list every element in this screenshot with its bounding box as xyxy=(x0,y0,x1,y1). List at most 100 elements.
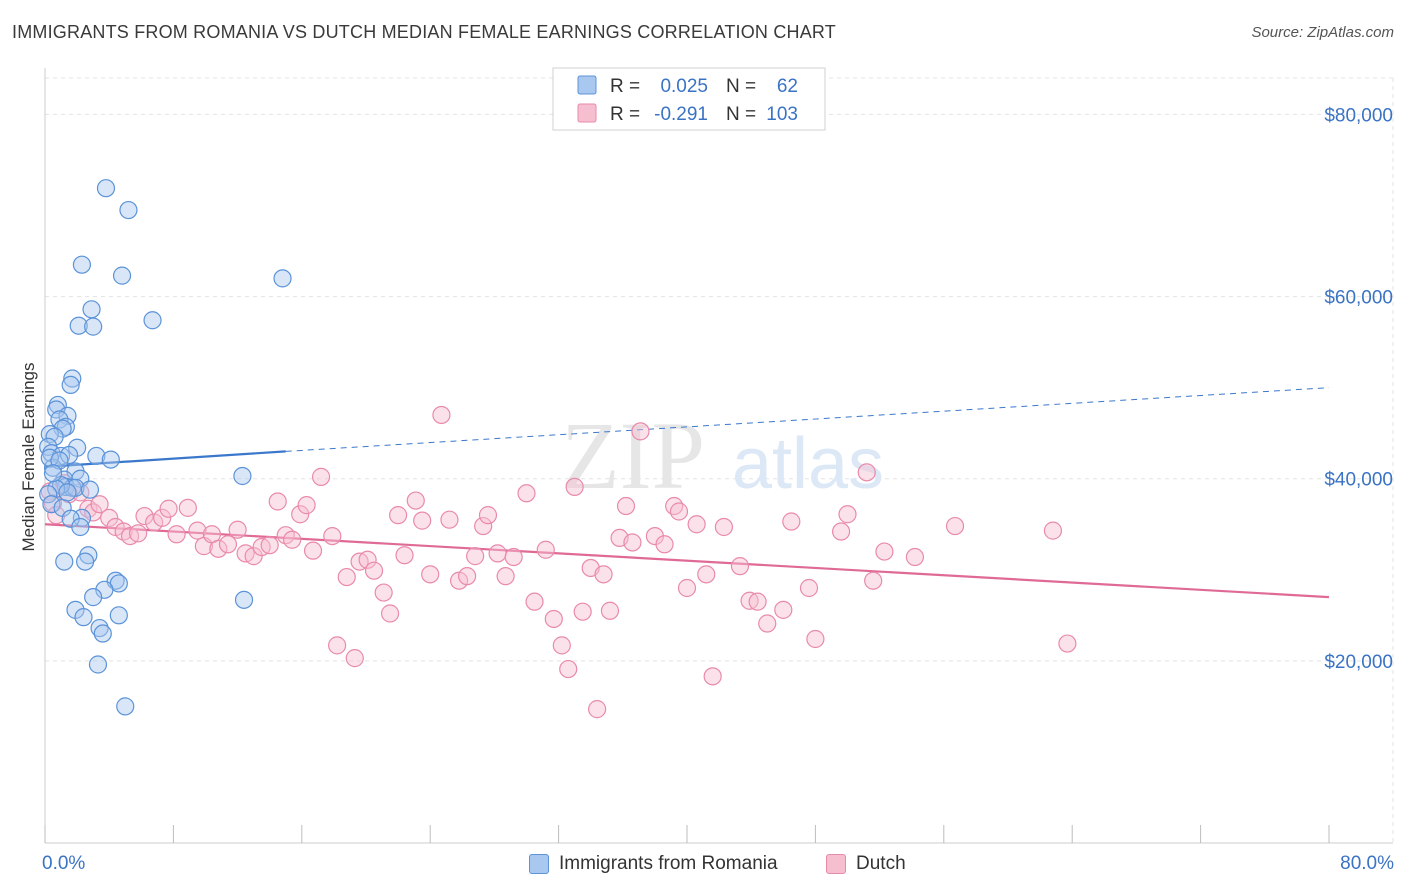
legend-n-label-dutch: N = xyxy=(726,104,756,125)
point-dutch xyxy=(323,526,342,546)
point-romania xyxy=(74,608,93,627)
point-dutch xyxy=(413,511,432,530)
point-romania xyxy=(72,255,92,274)
y-tick-label: $20,000 xyxy=(1324,652,1393,673)
point-dutch xyxy=(478,506,498,525)
legend-top-frame xyxy=(552,67,826,131)
source-credit: Source: ZipAtlas.com xyxy=(1251,24,1394,41)
point-dutch xyxy=(303,541,323,560)
point-romania xyxy=(101,450,120,469)
point-dutch xyxy=(594,565,613,584)
point-dutch xyxy=(864,571,883,590)
point-dutch xyxy=(517,484,536,503)
point-dutch xyxy=(421,565,440,584)
point-romania xyxy=(76,552,95,571)
point-dutch xyxy=(588,700,607,719)
point-romania xyxy=(61,375,80,395)
point-dutch xyxy=(782,512,801,531)
legend-item-romania: Immigrants from Romania xyxy=(529,852,778,876)
point-romania xyxy=(273,269,292,288)
point-dutch xyxy=(337,567,356,587)
point-romania xyxy=(112,266,132,285)
point-dutch xyxy=(758,614,777,633)
point-dutch xyxy=(697,565,716,584)
legend-n-label-romania: N = xyxy=(726,76,756,97)
point-romania xyxy=(43,464,63,483)
point-dutch xyxy=(47,506,66,525)
legend-n-value-romania: 62 xyxy=(777,76,798,97)
point-dutch xyxy=(504,547,523,567)
point-dutch xyxy=(90,495,109,514)
point-dutch xyxy=(153,508,172,527)
point-dutch xyxy=(100,508,119,527)
point-dutch xyxy=(799,578,819,598)
trend-line-romania xyxy=(44,450,286,468)
point-dutch xyxy=(228,520,247,539)
point-dutch xyxy=(328,636,347,655)
legend-swatch-romania xyxy=(577,75,597,95)
point-romania xyxy=(42,495,61,514)
data-points xyxy=(39,179,1077,719)
point-dutch xyxy=(631,422,650,441)
point-dutch xyxy=(806,629,825,649)
point-dutch xyxy=(432,405,451,425)
point-romania xyxy=(234,590,254,609)
point-dutch xyxy=(714,517,734,537)
point-dutch xyxy=(665,496,684,516)
point-romania xyxy=(59,445,79,465)
point-dutch xyxy=(748,592,767,611)
point-dutch xyxy=(128,524,148,543)
point-dutch xyxy=(905,547,925,567)
legend-r-value-romania: 0.025 xyxy=(660,76,708,97)
point-dutch xyxy=(552,636,571,655)
point-dutch xyxy=(209,539,228,558)
tick-labels: $20,000 $40,000 $60,000 $80,000 0.0% 80.0% xyxy=(42,105,1394,874)
y-tick-label: $60,000 xyxy=(1324,288,1393,309)
point-dutch xyxy=(389,506,408,525)
chart-title: IMMIGRANTS FROM ROMANIA VS DUTCH MEDIAN … xyxy=(12,22,837,42)
point-romania xyxy=(63,369,82,388)
trend-lines xyxy=(44,387,1330,599)
point-dutch xyxy=(345,649,364,668)
grid-lines xyxy=(45,77,1394,843)
point-dutch xyxy=(559,659,578,679)
point-dutch xyxy=(536,540,555,559)
point-dutch xyxy=(406,491,425,510)
point-dutch xyxy=(474,516,493,536)
point-romania xyxy=(82,300,101,319)
point-dutch xyxy=(218,535,238,554)
point-dutch xyxy=(774,600,793,619)
point-dutch xyxy=(358,550,377,569)
point-romania xyxy=(90,618,109,638)
legend-r-label-dutch: R = xyxy=(610,104,640,125)
point-dutch xyxy=(380,604,400,623)
point-dutch xyxy=(291,505,310,524)
point-dutch xyxy=(283,530,302,549)
point-dutch xyxy=(687,515,706,534)
legend-r-label-romania: R = xyxy=(610,76,640,97)
point-dutch xyxy=(178,498,197,517)
point-romania xyxy=(96,179,116,198)
point-dutch xyxy=(159,499,178,518)
point-dutch xyxy=(466,547,485,566)
y-axis-label: Median Female Earnings xyxy=(19,363,38,552)
point-romania xyxy=(39,485,58,504)
point-dutch xyxy=(857,463,876,482)
point-romania xyxy=(43,458,63,477)
point-dutch xyxy=(945,516,965,536)
point-romania xyxy=(95,580,114,599)
point-romania xyxy=(109,606,128,625)
point-romania xyxy=(58,483,77,502)
point-dutch xyxy=(488,544,507,563)
point-romania xyxy=(116,697,135,716)
legend-swatch-romania-bottom xyxy=(529,854,549,874)
trend-line-romania-extension xyxy=(285,387,1330,452)
legend-top: R = 0.025 N = 62 R = -0.291 N = 103 xyxy=(552,67,826,131)
point-dutch xyxy=(43,494,63,513)
point-romania xyxy=(84,588,103,607)
legend-item-dutch: Dutch xyxy=(826,852,906,876)
point-romania xyxy=(69,316,88,335)
x-tick-label-max: 80.0% xyxy=(1340,853,1394,874)
point-dutch xyxy=(616,496,636,516)
